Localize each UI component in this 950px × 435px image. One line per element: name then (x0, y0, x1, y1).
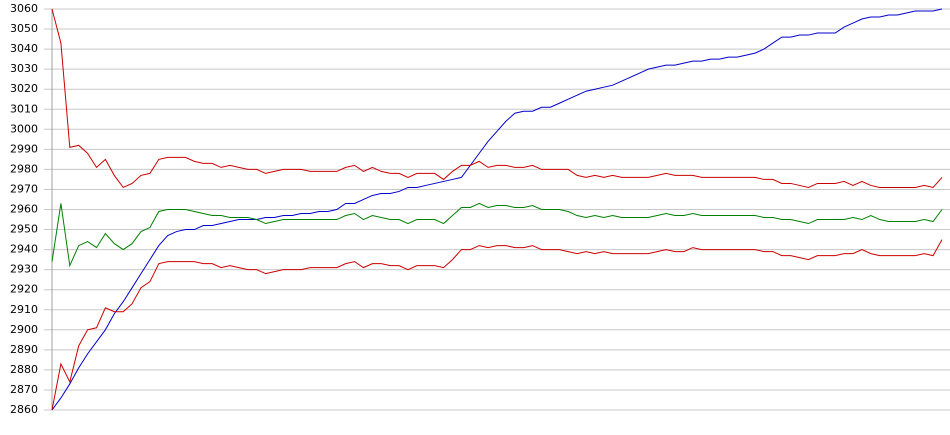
y-tick-label: 2960 (10, 203, 38, 216)
y-tick-label: 3020 (10, 82, 38, 95)
y-tick-label: 2930 (10, 263, 38, 276)
y-tick-label: 2900 (10, 323, 38, 336)
y-tick-label: 2970 (10, 182, 38, 195)
series-line (51, 8, 943, 189)
series-line (51, 202, 943, 268)
y-tick-label: 2910 (10, 303, 38, 316)
y-tick-label: 3050 (10, 22, 38, 35)
y-tick-label: 2890 (10, 343, 38, 356)
y-tick-label: 3060 (10, 2, 38, 15)
y-tick-label: 2920 (10, 283, 38, 296)
y-tick-label: 3000 (10, 122, 38, 135)
series-line (51, 239, 943, 411)
y-tick-label: 3010 (10, 102, 38, 115)
series-line (51, 8, 943, 411)
y-tick-label: 3040 (10, 42, 38, 55)
y-tick-label: 2980 (10, 162, 38, 175)
y-tick-label: 2880 (10, 363, 38, 376)
y-tick-label: 2950 (10, 223, 38, 236)
y-tick-label: 3030 (10, 62, 38, 75)
y-tick-label: 2940 (10, 243, 38, 256)
y-tick-label: 2990 (10, 142, 38, 155)
y-tick-label: 2860 (10, 403, 38, 416)
y-tick-label: 2870 (10, 383, 38, 396)
